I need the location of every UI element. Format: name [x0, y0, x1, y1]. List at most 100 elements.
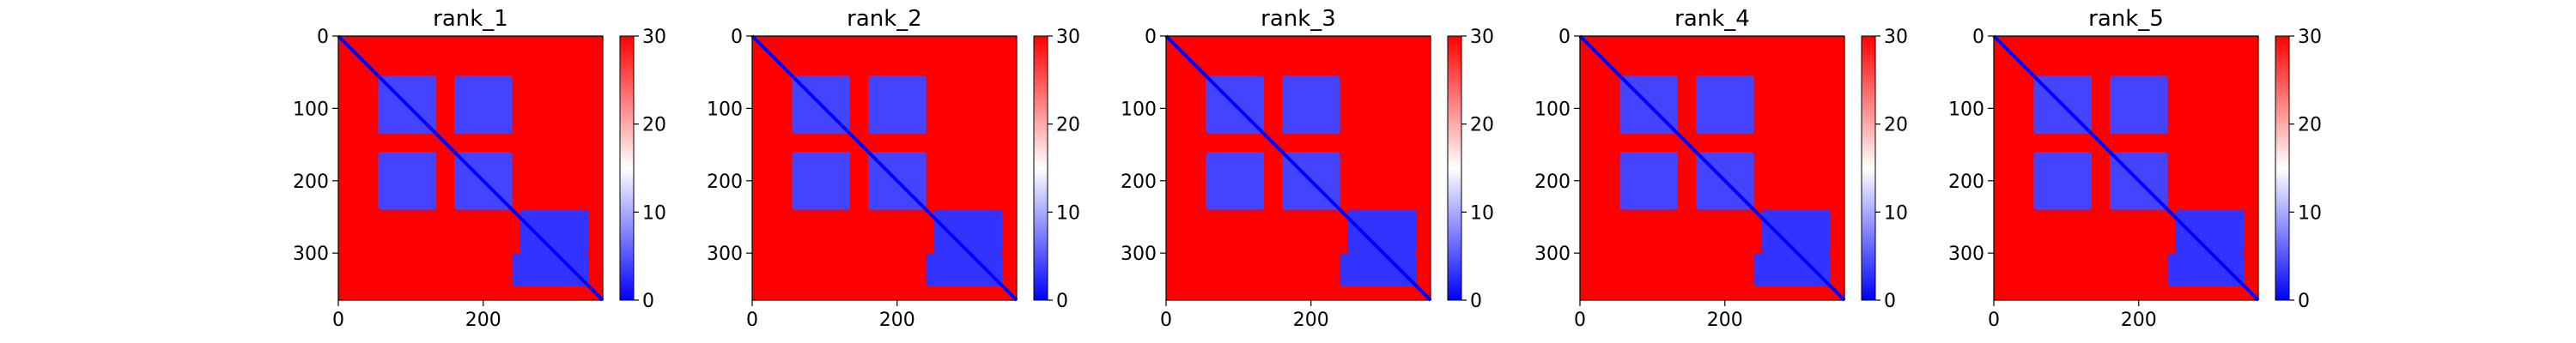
heatmap-diagonal	[337, 34, 605, 302]
colorbar-tick-label: 30	[1056, 27, 1080, 48]
y-tick-label: 300	[1121, 244, 1157, 265]
panel-title: rank_5	[2088, 6, 2164, 32]
colorbar-gradient	[1861, 35, 1876, 301]
heatmap-block-3	[378, 152, 436, 210]
plot-frame	[337, 35, 604, 301]
y-tick-label: 100	[293, 99, 329, 120]
x-tick-label: 200	[879, 310, 915, 331]
colorbar: 0 10 20 30	[1861, 27, 1908, 312]
x-tick-label: 0	[1574, 310, 1586, 331]
heatmap-block-3	[1619, 152, 1678, 210]
heatmap-block-3	[792, 152, 850, 210]
heatmap-block-2	[454, 75, 513, 134]
heatmap-block-6	[512, 253, 589, 286]
heatmap-block-6	[926, 253, 1003, 286]
y-tick-label: 100	[707, 99, 743, 120]
heatmap-diagonal	[1992, 34, 2260, 302]
x-tick-label: 0	[746, 310, 758, 331]
y-tick-label: 0	[317, 27, 329, 48]
y-tick-label: 200	[293, 172, 329, 193]
panel-title: rank_2	[847, 6, 922, 32]
heatmap-diagonal	[1164, 34, 1432, 302]
panel-title: rank_3	[1261, 6, 1336, 32]
plot-frame	[1993, 35, 2259, 301]
y-tick-label: 300	[1534, 244, 1571, 265]
colorbar-tick-label: 10	[1056, 202, 1080, 224]
y-tick-label: 200	[1948, 172, 1984, 193]
heatmap-block-5	[2174, 209, 2245, 254]
colorbar-gradient	[1447, 35, 1462, 301]
colorbar-tick-label: 30	[2298, 27, 2322, 48]
heatmap-block-3	[2033, 152, 2092, 210]
colorbar-tick-label: 0	[1470, 291, 1482, 312]
y-tick-label: 100	[1534, 99, 1571, 120]
pae-panel-1: rank_1 0 200 0 100 200 300 0 10 20 30	[293, 6, 666, 331]
y-tick-label: 0	[1145, 27, 1157, 48]
colorbar-tick-label: 20	[642, 115, 666, 136]
y-tick-label: 0	[731, 27, 743, 48]
colorbar-tick-label: 20	[1470, 115, 1494, 136]
heatmap-block-2	[2110, 75, 2168, 134]
colorbar-gradient	[1033, 35, 1048, 301]
y-tick-label: 200	[1534, 172, 1571, 193]
colorbar-tick-label: 20	[1056, 115, 1080, 136]
colorbar-tick-label: 30	[1884, 27, 1908, 48]
panel-title: rank_1	[433, 6, 508, 32]
colorbar-tick-label: 20	[1884, 115, 1908, 136]
colorbar-tick-label: 30	[1470, 27, 1494, 48]
heatmap-block-2	[868, 75, 927, 134]
heatmap-diagonal	[1578, 34, 1846, 302]
colorbar: 0 10 20 30	[2275, 27, 2322, 312]
heatmap-block-5	[933, 209, 1003, 254]
y-tick-label: 300	[293, 244, 329, 265]
heatmap-block-6	[2167, 253, 2245, 286]
heatmap-block-5	[519, 209, 589, 254]
y-tick-label: 0	[1972, 27, 1984, 48]
pae-panel-3: rank_3 0 200 0 100 200 300 0 10 20 30	[1121, 6, 1494, 331]
pae-panel-2: rank_2 0 200 0 100 200 300 0 10 20 30	[707, 6, 1080, 331]
x-tick-label: 0	[1988, 310, 2000, 331]
x-tick-label: 200	[1293, 310, 1329, 331]
heatmap-block-3	[1206, 152, 1264, 210]
colorbar-tick-label: 10	[642, 202, 666, 224]
colorbar-gradient	[619, 35, 635, 301]
y-tick-label: 200	[1121, 172, 1157, 193]
colorbar-tick-label: 0	[2298, 291, 2310, 312]
colorbar-tick-label: 10	[2298, 202, 2322, 224]
y-tick-label: 300	[1948, 244, 1984, 265]
heatmap-block-5	[1346, 209, 1417, 254]
colorbar: 0 10 20 30	[1033, 27, 1080, 312]
plot-frame	[1579, 35, 1845, 301]
colorbar-tick-label: 30	[642, 27, 666, 48]
colorbar: 0 10 20 30	[1447, 27, 1494, 312]
y-tick-label: 200	[707, 172, 743, 193]
colorbar-gradient	[2275, 35, 2290, 301]
x-tick-label: 0	[1160, 310, 1172, 331]
y-tick-label: 100	[1121, 99, 1157, 120]
colorbar-tick-label: 20	[2298, 115, 2322, 136]
y-tick-label: 300	[707, 244, 743, 265]
colorbar-tick-label: 0	[642, 291, 654, 312]
plot-frame	[1165, 35, 1431, 301]
heatmap-diagonal	[750, 34, 1018, 302]
y-tick-label: 0	[1558, 27, 1571, 48]
heatmap-block-6	[1340, 253, 1417, 286]
pae-panel-4: rank_4 0 200 0 100 200 300 0 10 20 30	[1534, 6, 1908, 331]
pae-panel-5: rank_5 0 200 0 100 200 300 0 10 20 30	[1948, 6, 2322, 331]
colorbar: 0 10 20 30	[619, 27, 666, 312]
x-tick-label: 0	[332, 310, 344, 331]
heatmap-block-2	[1696, 75, 1754, 134]
y-tick-label: 100	[1948, 99, 1984, 120]
colorbar-tick-label: 10	[1470, 202, 1494, 224]
colorbar-tick-label: 0	[1884, 291, 1896, 312]
heatmap-block-5	[1760, 209, 1831, 254]
x-tick-label: 200	[465, 310, 501, 331]
plot-frame	[751, 35, 1018, 301]
colorbar-tick-label: 0	[1056, 291, 1068, 312]
x-tick-label: 200	[1707, 310, 1743, 331]
heatmap-block-6	[1753, 253, 1831, 286]
x-tick-label: 200	[2121, 310, 2157, 331]
colorbar-tick-label: 10	[1884, 202, 1908, 224]
